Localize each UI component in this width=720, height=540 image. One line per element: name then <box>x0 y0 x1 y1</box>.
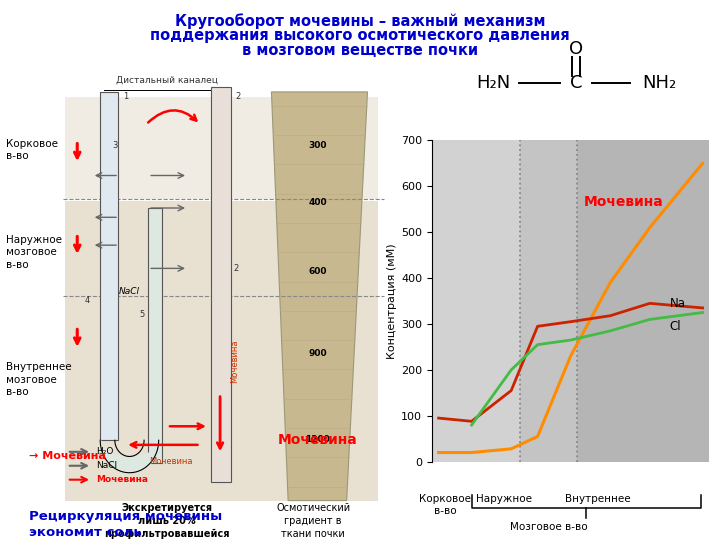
Text: 2: 2 <box>235 92 240 101</box>
Text: Мочевина: Мочевина <box>150 457 193 465</box>
Bar <box>65 97 378 199</box>
Text: Кругооборот мочевины – важный механизм: Кругооборот мочевины – важный механизм <box>175 14 545 29</box>
Text: Cl: Cl <box>670 320 681 333</box>
Text: C: C <box>570 74 582 92</box>
Text: 2: 2 <box>233 264 238 273</box>
Text: Мочевина: Мочевина <box>230 340 239 383</box>
Text: 3: 3 <box>112 141 117 150</box>
Text: Рециркуляция мочевины
экономит соль: Рециркуляция мочевины экономит соль <box>29 510 222 539</box>
Bar <box>521 140 577 462</box>
Text: 5: 5 <box>140 310 145 319</box>
Text: 1200: 1200 <box>305 435 330 444</box>
Text: 600: 600 <box>308 267 327 276</box>
Text: 300: 300 <box>308 140 327 150</box>
Text: Корковое
в-во: Корковое в-во <box>6 139 58 161</box>
Text: поддержания высокого осмотического давления: поддержания высокого осмотического давле… <box>150 28 570 43</box>
Text: 900: 900 <box>308 349 327 358</box>
Text: NH₂: NH₂ <box>642 74 676 92</box>
Text: Экскретируется
лишь 20%
профильтровавшейся
мочевины: Экскретируется лишь 20% профильтровавшей… <box>104 503 230 540</box>
Text: в мозговом веществе почки: в мозговом веществе почки <box>242 43 478 58</box>
Bar <box>100 92 118 440</box>
Text: Мочевина: Мочевина <box>277 433 357 447</box>
Bar <box>211 87 230 482</box>
Text: Мочевина: Мочевина <box>96 475 148 484</box>
Text: 400: 400 <box>308 198 327 207</box>
Text: Внутреннее
мозговое
в-во: Внутреннее мозговое в-во <box>6 362 72 397</box>
Bar <box>65 201 378 501</box>
Text: 1: 1 <box>122 92 128 101</box>
Text: Корковое
в-во: Корковое в-во <box>419 494 471 516</box>
Text: Наружное
мозговое
в-во: Наружное мозговое в-во <box>6 235 62 269</box>
Text: Мочевина: Мочевина <box>583 195 663 210</box>
Text: Na: Na <box>670 297 685 310</box>
Text: Мозговое в-во: Мозговое в-во <box>510 522 588 532</box>
Y-axis label: Концентрация (мМ): Концентрация (мМ) <box>387 243 397 359</box>
Text: Осмотический
градиент в
ткани почки: Осмотический градиент в ткани почки <box>276 503 350 538</box>
Text: O: O <box>569 39 583 58</box>
Text: H₂N: H₂N <box>476 74 510 92</box>
Text: H₂O: H₂O <box>96 447 114 456</box>
Text: NaCl: NaCl <box>96 461 117 470</box>
Text: NaCl: NaCl <box>119 287 140 296</box>
Text: Внутреннее: Внутреннее <box>564 494 631 504</box>
Bar <box>419 140 521 462</box>
Text: Дистальный каналец: Дистальный каналец <box>116 76 218 85</box>
Bar <box>148 208 162 463</box>
Text: Наружное: Наружное <box>476 494 532 504</box>
Polygon shape <box>271 92 367 501</box>
Text: 4: 4 <box>85 296 90 306</box>
Text: → Мочевина: → Мочевина <box>29 451 106 461</box>
